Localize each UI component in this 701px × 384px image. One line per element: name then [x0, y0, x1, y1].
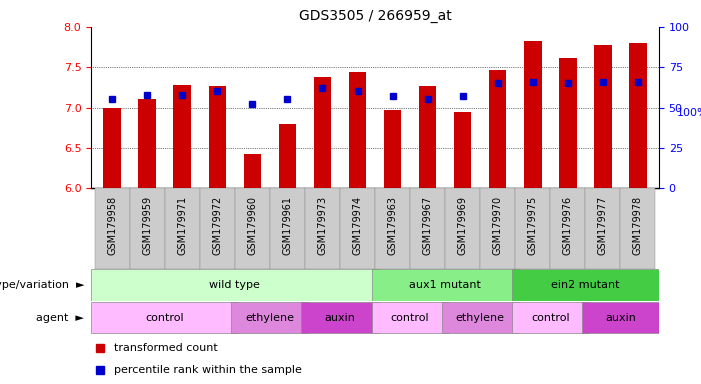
Text: auxin: auxin	[605, 313, 636, 323]
Title: GDS3505 / 266959_at: GDS3505 / 266959_at	[299, 9, 451, 23]
Y-axis label: 100%: 100%	[676, 108, 701, 118]
Text: agent  ►: agent ►	[36, 313, 84, 323]
Bar	[454, 111, 471, 188]
FancyBboxPatch shape	[130, 188, 165, 269]
Bar	[629, 43, 646, 188]
Text: GSM179958: GSM179958	[107, 196, 117, 255]
FancyBboxPatch shape	[372, 270, 519, 301]
Bar	[104, 108, 121, 188]
Text: GSM179974: GSM179974	[353, 196, 362, 255]
Text: ein2 mutant: ein2 mutant	[551, 280, 620, 290]
Bar	[209, 86, 226, 188]
FancyBboxPatch shape	[91, 302, 238, 333]
Bar	[489, 70, 506, 188]
Text: control: control	[145, 313, 184, 323]
Bar	[594, 45, 611, 188]
FancyBboxPatch shape	[442, 302, 519, 333]
Text: GSM179976: GSM179976	[563, 196, 573, 255]
FancyBboxPatch shape	[515, 188, 550, 269]
Text: wild type: wild type	[210, 280, 260, 290]
Text: genotype/variation  ►: genotype/variation ►	[0, 280, 84, 290]
Bar	[314, 77, 331, 188]
Text: transformed count: transformed count	[114, 343, 217, 353]
FancyBboxPatch shape	[91, 270, 379, 301]
Text: GSM179969: GSM179969	[458, 196, 468, 255]
Bar	[384, 110, 401, 188]
Text: percentile rank within the sample: percentile rank within the sample	[114, 365, 301, 375]
Text: GSM179961: GSM179961	[283, 196, 292, 255]
Text: GSM179970: GSM179970	[493, 196, 503, 255]
FancyBboxPatch shape	[270, 188, 305, 269]
Bar	[419, 86, 436, 188]
FancyBboxPatch shape	[585, 188, 620, 269]
FancyBboxPatch shape	[200, 188, 235, 269]
Bar	[244, 154, 261, 188]
Bar	[559, 58, 576, 188]
Text: aux1 mutant: aux1 mutant	[409, 280, 481, 290]
Text: GSM179972: GSM179972	[212, 196, 222, 255]
FancyBboxPatch shape	[165, 188, 200, 269]
Text: GSM179977: GSM179977	[598, 196, 608, 255]
Text: GSM179960: GSM179960	[247, 196, 257, 255]
FancyBboxPatch shape	[550, 188, 585, 269]
FancyBboxPatch shape	[445, 188, 480, 269]
FancyBboxPatch shape	[480, 188, 515, 269]
Text: GSM179973: GSM179973	[318, 196, 327, 255]
Bar	[139, 99, 156, 188]
Text: auxin: auxin	[325, 313, 355, 323]
Text: GSM179963: GSM179963	[388, 196, 397, 255]
FancyBboxPatch shape	[512, 302, 589, 333]
FancyBboxPatch shape	[340, 188, 375, 269]
FancyBboxPatch shape	[512, 270, 659, 301]
FancyBboxPatch shape	[375, 188, 410, 269]
Text: GSM179959: GSM179959	[142, 196, 152, 255]
Bar	[278, 124, 296, 188]
FancyBboxPatch shape	[620, 188, 655, 269]
Text: control: control	[531, 313, 570, 323]
Text: ethylene: ethylene	[456, 313, 505, 323]
Bar	[174, 85, 191, 188]
FancyBboxPatch shape	[372, 302, 449, 333]
FancyBboxPatch shape	[582, 302, 659, 333]
Text: GSM179978: GSM179978	[633, 196, 643, 255]
FancyBboxPatch shape	[305, 188, 340, 269]
FancyBboxPatch shape	[301, 302, 379, 333]
Text: GSM179975: GSM179975	[528, 196, 538, 255]
FancyBboxPatch shape	[235, 188, 270, 269]
Bar	[349, 72, 366, 188]
Text: ethylene: ethylene	[245, 313, 294, 323]
FancyBboxPatch shape	[231, 302, 308, 333]
Text: GSM179971: GSM179971	[177, 196, 187, 255]
Text: GSM179967: GSM179967	[423, 196, 433, 255]
FancyBboxPatch shape	[410, 188, 445, 269]
Bar	[524, 41, 541, 188]
Text: control: control	[390, 313, 430, 323]
FancyBboxPatch shape	[95, 188, 130, 269]
